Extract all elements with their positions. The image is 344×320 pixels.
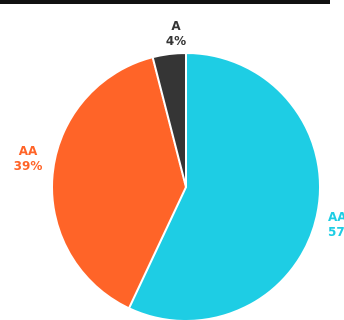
- slice-value-label-2: 39%: [14, 159, 43, 173]
- slice-value-label-1: 57: [328, 225, 344, 239]
- pie-slices: [51, 52, 321, 320]
- slice-label-2: AA: [19, 144, 38, 158]
- pie-slice-3: [151, 52, 187, 188]
- slice-label-1: AA: [328, 210, 344, 224]
- slice-value-label-3: 4%: [166, 34, 186, 48]
- pie-slice-1: [127, 52, 321, 320]
- pie-slice-2: [51, 56, 187, 310]
- top-rule: [0, 0, 330, 4]
- slice-label-3: A: [171, 19, 181, 33]
